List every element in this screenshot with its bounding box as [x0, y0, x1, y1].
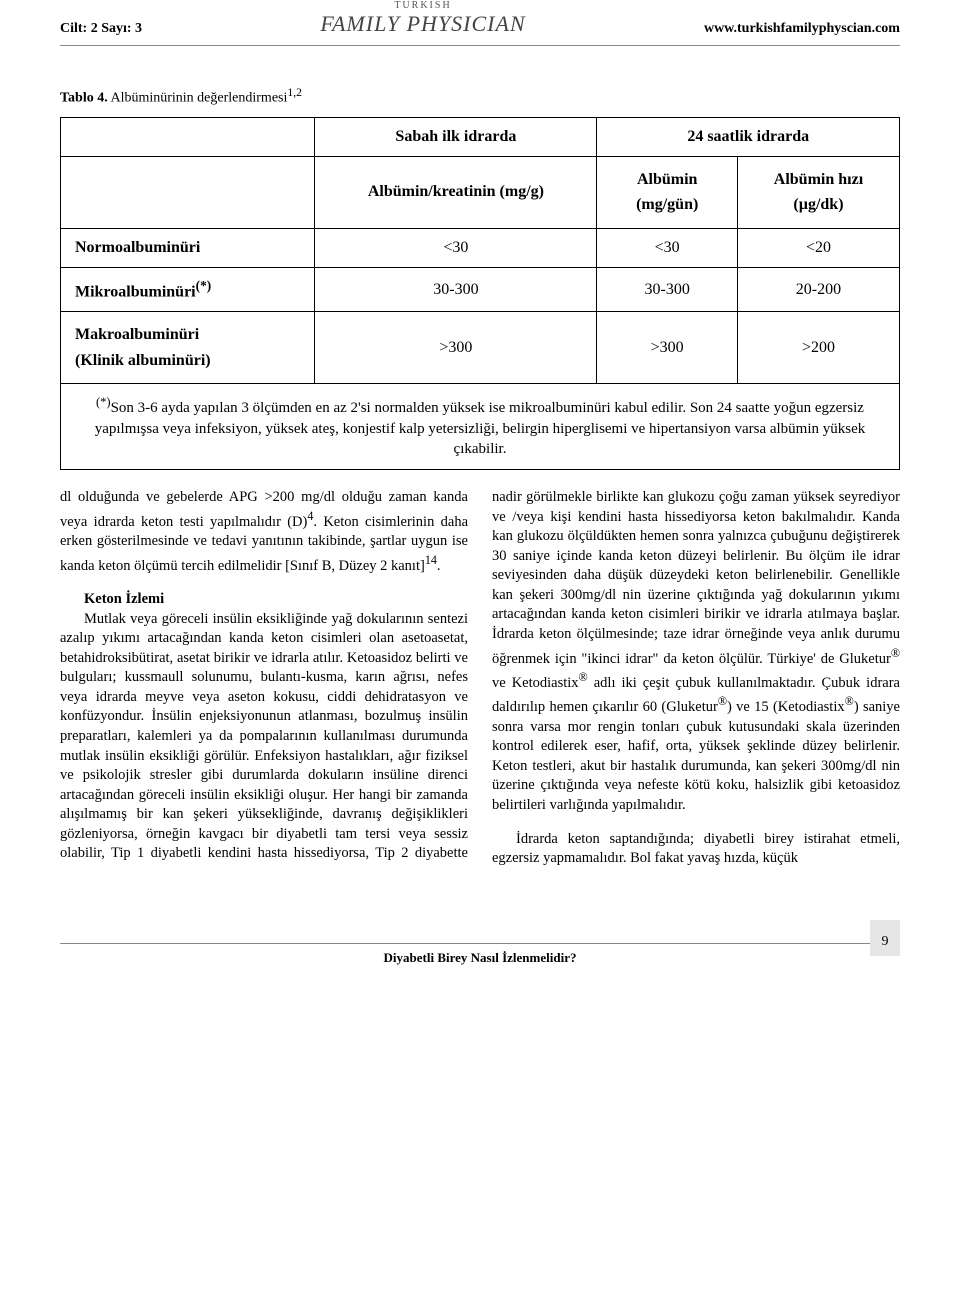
cell: >300	[597, 312, 738, 384]
sub-col1: Albümin/kreatinin (mg/g)	[315, 156, 597, 228]
table-title: Albüminürinin değerlendirmesi	[108, 91, 288, 106]
logo-main-text: FAMILY PHYSICIAN	[320, 11, 525, 37]
header-col2: 24 saatlik idrarda	[597, 117, 900, 156]
sub-col2-line1: Albümin	[637, 171, 697, 188]
table-footnote-row: (*)Son 3-6 ayda yapılan 3 ölçümden en az…	[61, 384, 900, 470]
table-number: Tablo 4.	[60, 91, 108, 106]
logo-small-text: TURKISH	[320, 0, 525, 11]
cell: >200	[737, 312, 899, 384]
page-number: 9	[870, 920, 900, 956]
journal-logo: TURKISH FAMILY PHYSICIAN	[320, 0, 525, 37]
body-text: dl olduğunda ve gebelerde APG >200 mg/dl…	[60, 488, 900, 873]
table-title-sup: 1,2	[287, 86, 302, 99]
page-header: Cilt: 2 Sayı: 3 TURKISH FAMILY PHYSICIAN…	[60, 20, 900, 37]
sub-col2-line2: (mg/gün)	[636, 196, 698, 213]
table-header-row-2: Albümin/kreatinin (mg/g) Albümin (mg/gün…	[61, 156, 900, 228]
cell: 30-300	[315, 267, 597, 311]
sub-col3-line2: (µg/dk)	[793, 196, 843, 213]
table-row: Makroalbuminüri(Klinik albuminüri) >300 …	[61, 312, 900, 384]
journal-url: www.turkishfamilyphyscian.com	[704, 21, 900, 37]
issue-label: Cilt: 2 Sayı: 3	[60, 21, 142, 37]
row-label-2: Makroalbuminüri(Klinik albuminüri)	[61, 312, 315, 384]
cell: <30	[315, 228, 597, 267]
paragraph-1: dl olduğunda ve gebelerde APG >200 mg/dl…	[60, 488, 468, 576]
sub-empty	[61, 156, 315, 228]
page-footer: Diyabetli Birey Nasıl İzlenmelidir? 9	[60, 943, 900, 966]
cell: 20-200	[737, 267, 899, 311]
table-header-row-1: Sabah ilk idrarda 24 saatlik idrarda	[61, 117, 900, 156]
header-divider	[60, 45, 900, 46]
section-heading: Keton İzlemi	[60, 590, 468, 610]
cell: <30	[597, 228, 738, 267]
cell: >300	[315, 312, 597, 384]
row-label-0: Normoalbuminüri	[61, 228, 315, 267]
paragraph-3: İdrarda keton saptandığında; diyabetli b…	[492, 830, 900, 869]
header-col1: Sabah ilk idrarda	[315, 117, 597, 156]
article-title: Diyabetli Birey Nasıl İzlenmelidir?	[90, 950, 870, 966]
sub-col3: Albümin hızı (µg/dk)	[737, 156, 899, 228]
row-label-1: Mikroalbuminüri(*)	[61, 267, 315, 311]
table-footnote: (*)Son 3-6 ayda yapılan 3 ölçümden en az…	[61, 384, 900, 470]
cell: 30-300	[597, 267, 738, 311]
sub-col3-line1: Albümin hızı	[774, 171, 863, 188]
table-caption: Tablo 4. Albüminürinin değerlendirmesi1,…	[60, 86, 900, 107]
albumin-table: Sabah ilk idrarda 24 saatlik idrarda Alb…	[60, 117, 900, 470]
sub-col2: Albümin (mg/gün)	[597, 156, 738, 228]
table-row: Normoalbuminüri <30 <30 <20	[61, 228, 900, 267]
cell: <20	[737, 228, 899, 267]
table-row: Mikroalbuminüri(*) 30-300 30-300 20-200	[61, 267, 900, 311]
header-empty	[61, 117, 315, 156]
